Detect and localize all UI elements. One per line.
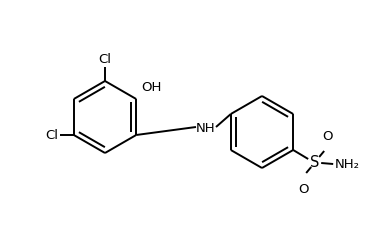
Text: OH: OH — [141, 81, 162, 94]
Text: NH₂: NH₂ — [335, 158, 360, 171]
Text: Cl: Cl — [45, 129, 58, 142]
Text: O: O — [298, 182, 308, 195]
Text: NH: NH — [196, 121, 216, 134]
Text: Cl: Cl — [99, 53, 111, 66]
Text: O: O — [322, 129, 333, 142]
Text: S: S — [311, 155, 320, 170]
